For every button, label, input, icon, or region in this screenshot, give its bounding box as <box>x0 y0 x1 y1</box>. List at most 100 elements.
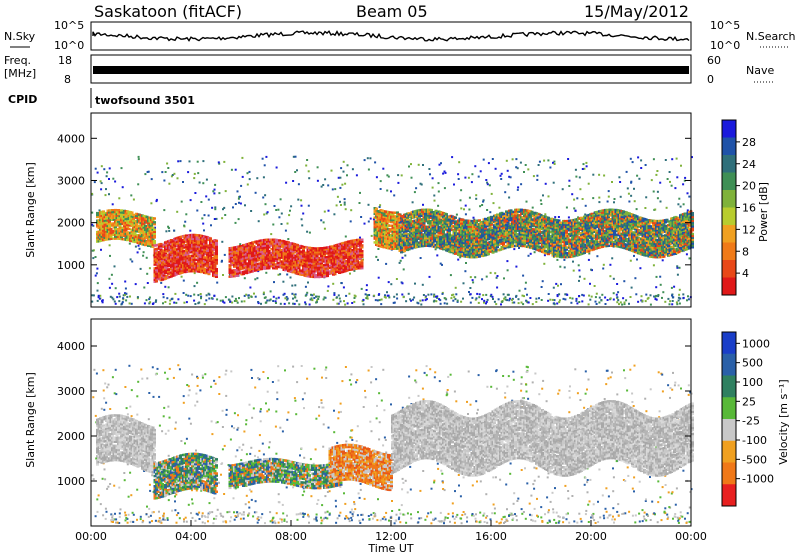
band-cell <box>275 248 278 251</box>
band-cell <box>317 273 320 277</box>
scatter-point <box>94 274 97 277</box>
ground-point <box>645 293 648 296</box>
scatter-point <box>234 221 237 224</box>
band-cell <box>158 269 161 273</box>
band-cell <box>186 245 190 248</box>
scatter-point <box>604 296 607 299</box>
nsearch-label: N.Search <box>746 30 796 43</box>
ground-point <box>346 302 349 305</box>
ground-point <box>275 297 278 300</box>
band-cell <box>215 247 218 250</box>
ground-point <box>435 300 438 303</box>
ground-point <box>145 299 148 302</box>
band-cell <box>407 225 411 228</box>
ground-point <box>412 298 414 301</box>
scatter-point <box>91 223 94 226</box>
scatter-point <box>385 262 388 265</box>
band-cell <box>210 258 214 262</box>
band-cell <box>308 269 311 272</box>
scatter-point <box>270 233 273 236</box>
scatter-point <box>500 178 503 180</box>
scatter-point <box>529 252 532 255</box>
band-cell <box>387 231 390 235</box>
ground-point <box>471 296 474 299</box>
ground-point <box>118 300 121 303</box>
scatter-point <box>397 181 400 184</box>
band-cell <box>341 263 344 266</box>
band-cell <box>360 253 364 257</box>
scatter-point <box>154 226 156 229</box>
nsky-rtick-bottom: 10^0 <box>710 39 740 52</box>
scatter-point <box>280 223 283 225</box>
scatter-point <box>457 258 460 261</box>
band-cell <box>243 255 247 258</box>
scatter-point <box>429 173 431 176</box>
ground-point <box>578 295 581 297</box>
scatter-point <box>177 160 180 163</box>
scatter-point <box>598 201 601 204</box>
scatter-point <box>343 198 346 201</box>
band-cell <box>479 238 483 241</box>
ground-point <box>460 300 463 303</box>
ground-point <box>254 295 257 298</box>
ground-point <box>310 297 313 300</box>
ground-point <box>148 296 151 299</box>
scatter-point <box>688 195 691 198</box>
scatter-point <box>683 179 686 182</box>
ground-point <box>91 294 94 297</box>
band-cell <box>422 223 426 227</box>
band-cell <box>254 261 257 264</box>
scatter-point <box>567 216 570 219</box>
band-cell <box>407 232 411 236</box>
band-cell <box>479 220 483 224</box>
band-cell <box>168 254 172 258</box>
band-cell <box>385 218 389 221</box>
scatter-point <box>449 274 452 277</box>
scatter-point <box>415 187 418 190</box>
band-cell <box>255 240 259 243</box>
scatter-point <box>367 168 370 171</box>
ground-point <box>421 299 424 302</box>
band-cell <box>434 228 438 232</box>
cpid-value: twofsound 3501 <box>95 94 195 107</box>
scatter-point <box>118 292 121 295</box>
band-cell <box>144 243 147 247</box>
band-cell <box>269 263 272 266</box>
ground-point <box>343 300 345 303</box>
scatter-point <box>588 252 591 255</box>
ground-point <box>96 299 99 302</box>
band-cell <box>455 249 459 252</box>
scatter-point <box>491 158 494 160</box>
scatter-point <box>359 236 361 239</box>
scatter-point <box>183 224 186 227</box>
band-cell <box>215 250 218 254</box>
scatter-point <box>561 188 564 191</box>
ground-point <box>362 298 365 301</box>
band-cell <box>290 255 293 258</box>
ground-point <box>581 293 584 296</box>
scatter-point <box>142 251 145 254</box>
scatter-point <box>464 213 467 216</box>
band-cell <box>460 233 463 236</box>
scatter-point <box>213 192 216 195</box>
scatter-point <box>544 182 547 185</box>
band-cell <box>382 229 386 232</box>
ground-point <box>477 301 480 304</box>
band-cell <box>440 236 444 239</box>
scatter-point <box>468 208 471 211</box>
band-cell <box>276 263 280 266</box>
band-cell <box>114 235 117 238</box>
band-cell <box>230 250 233 254</box>
band-cell <box>100 237 104 240</box>
freq-tick-bottom: 8 <box>64 73 71 86</box>
ground-point <box>272 300 275 302</box>
scatter-point <box>202 182 205 185</box>
band-cell <box>452 234 456 238</box>
band-cell <box>375 239 378 243</box>
scatter-point <box>522 274 525 277</box>
scatter-point <box>145 256 148 259</box>
scatter-point <box>96 267 99 270</box>
scatter-point <box>266 211 269 214</box>
ground-point <box>222 300 225 303</box>
band-cell <box>198 253 202 256</box>
